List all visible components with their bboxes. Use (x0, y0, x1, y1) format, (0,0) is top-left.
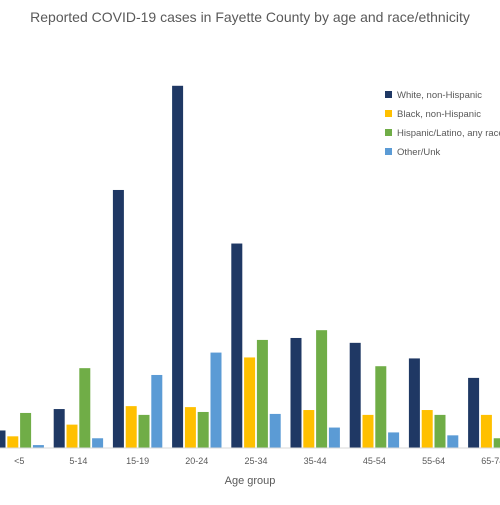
x-tick-label: 25-34 (244, 456, 267, 466)
legend-label-black-non-hispanic: Black, non-Hispanic (397, 109, 481, 120)
bar-other-unk-25-34 (269, 413, 281, 448)
x-tick-label: 65-74 (481, 456, 500, 466)
x-tick-label: 55-64 (422, 456, 445, 466)
bar-hispanic-latino-any-race-55-64 (434, 414, 446, 448)
bar-white-non-hispanic-15-19 (112, 189, 124, 448)
legend-swatch-white-non-hispanic (385, 91, 392, 98)
bars-group (0, 85, 500, 448)
bar-other-unk-35-44 (328, 427, 340, 448)
bar-other-unk-15-19 (151, 374, 163, 448)
x-tick-labels: <5 5-14 15-19 20-24 25-34 35-44 45-54 55-64 65-7… (14, 456, 500, 466)
legend-label-white-non-hispanic: White, non-Hispanic (397, 90, 482, 101)
x-tick-label: 45-54 (363, 456, 386, 466)
x-tick-label: 20-24 (185, 456, 208, 466)
bar-black-non-hispanic-35-44 (303, 410, 315, 448)
bar-black-non-hispanic-5 (7, 436, 19, 448)
bar-hispanic-latino-any-race-25-34 (256, 339, 268, 448)
bar-hispanic-latino-any-race-65-74 (493, 438, 500, 448)
bar-white-non-hispanic-45-54 (349, 342, 361, 448)
bar-hispanic-latino-any-race-5-14 (79, 368, 91, 448)
bar-black-non-hispanic-5-14 (66, 424, 78, 448)
legend-swatch-hispanic-latino-any-race (385, 129, 392, 136)
bar-white-non-hispanic-65-74 (468, 377, 480, 448)
bar-other-unk-55-64 (447, 435, 459, 448)
bar-white-non-hispanic-5-14 (53, 409, 65, 448)
bar-white-non-hispanic-35-44 (290, 337, 302, 448)
legend-swatch-black-non-hispanic (385, 110, 392, 117)
x-tick-label: 5-14 (69, 456, 87, 466)
legend-label-other-unk: Other/Unk (397, 147, 441, 158)
bar-white-non-hispanic-5 (0, 430, 6, 448)
legend-label-hispanic-latino-any-race: Hispanic/Latino, any race (397, 128, 500, 139)
x-tick-label: 15-19 (126, 456, 149, 466)
bar-black-non-hispanic-20-24 (184, 407, 196, 448)
bar-white-non-hispanic-20-24 (172, 85, 184, 448)
bar-other-unk-45-54 (388, 432, 400, 448)
legend-swatch-other-unk (385, 148, 392, 155)
bar-black-non-hispanic-25-34 (244, 357, 256, 448)
chart-title: Reported COVID-19 cases in Fayette Count… (30, 9, 470, 25)
bar-white-non-hispanic-25-34 (231, 243, 243, 448)
bar-black-non-hispanic-15-19 (125, 406, 137, 448)
bar-hispanic-latino-any-race-5 (20, 412, 32, 448)
x-tick-label: <5 (14, 456, 24, 466)
x-axis-title: Age group (225, 475, 276, 487)
bar-black-non-hispanic-55-64 (421, 410, 433, 448)
bar-black-non-hispanic-65-74 (480, 414, 492, 448)
x-tick-label: 35-44 (304, 456, 327, 466)
bar-hispanic-latino-any-race-45-54 (375, 366, 387, 448)
legend: White, non-Hispanic Black, non-Hispanic Hi… (385, 90, 500, 158)
bar-black-non-hispanic-45-54 (362, 414, 374, 448)
bar-hispanic-latino-any-race-15-19 (138, 414, 150, 448)
bar-other-unk-5-14 (92, 438, 104, 448)
bar-other-unk-20-24 (210, 352, 222, 448)
bar-other-unk-5 (32, 445, 44, 448)
bar-white-non-hispanic-55-64 (408, 358, 420, 448)
bar-hispanic-latino-any-race-20-24 (197, 411, 209, 448)
bar-hispanic-latino-any-race-35-44 (316, 330, 328, 448)
